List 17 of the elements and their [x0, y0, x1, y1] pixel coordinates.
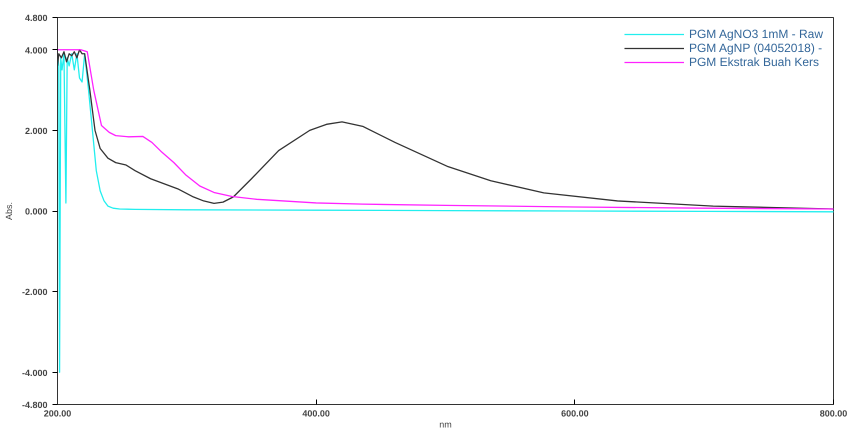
legend-label: PGM AgNO3 1mM - Raw — [688, 27, 823, 41]
legend-label: PGM AgNP (04052018) - — [688, 41, 822, 55]
x-tick-label: 200.00 — [44, 408, 72, 418]
legend-label: PGM Ekstrak Buah Kers — [688, 55, 820, 69]
y-axis-title: Abs. — [4, 202, 14, 220]
y-tick-label: -2.000 — [22, 287, 48, 298]
y-tick-label: 4.000 — [24, 45, 48, 56]
y-tick-label: -4.800 — [22, 400, 48, 410]
x-axis-title: nm — [439, 420, 452, 430]
x-tick-label: 800.00 — [820, 408, 848, 418]
y-tick-label: -4.000 — [22, 368, 48, 378]
x-tick-label: 400.00 — [302, 408, 330, 418]
y-tick-label: 2.000 — [24, 126, 48, 136]
x-tick-label: 600.00 — [561, 408, 589, 418]
y-tick-label: 4.800 — [24, 13, 48, 23]
y-tick-label: 0.000 — [24, 206, 48, 216]
line-series — [58, 53, 834, 373]
